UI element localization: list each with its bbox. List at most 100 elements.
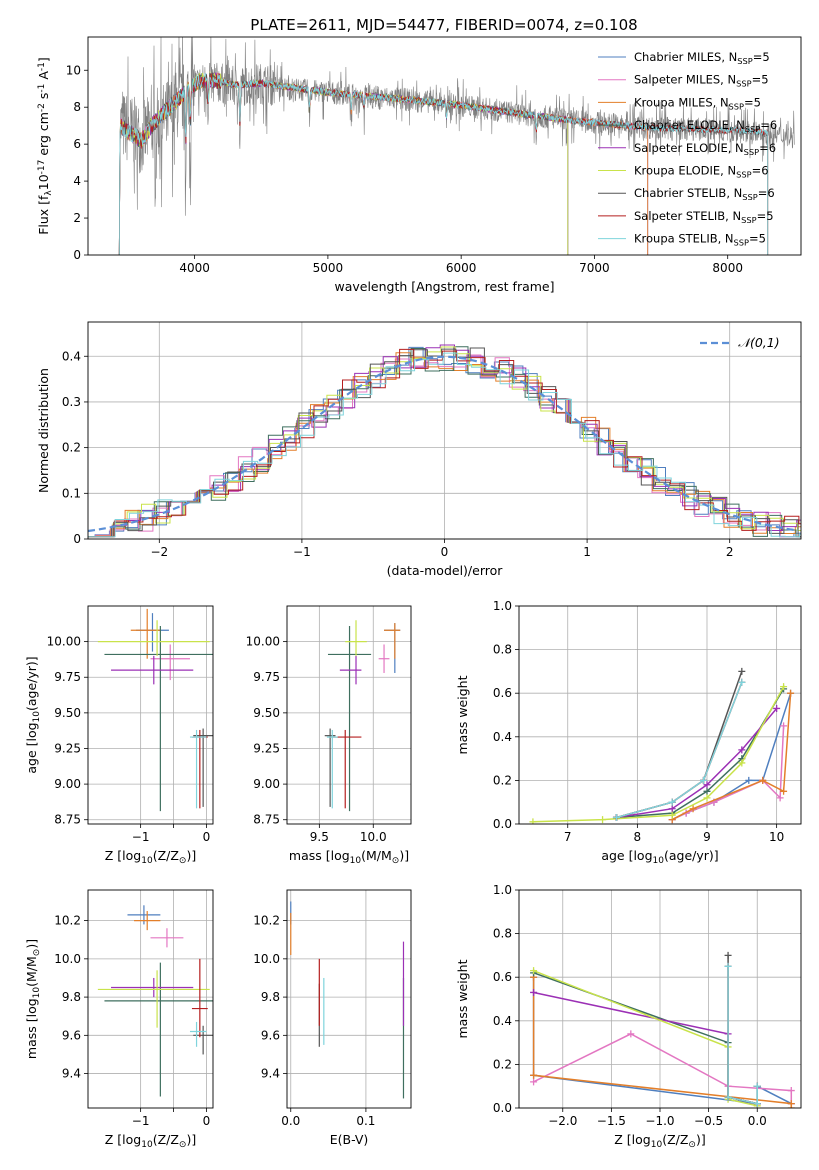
errorbar-point xyxy=(150,644,190,681)
weight-marker xyxy=(780,722,788,730)
label-part: )] xyxy=(399,848,409,863)
y-tick-label: 10.0 xyxy=(54,952,81,966)
weight-marker xyxy=(700,776,708,784)
y-axis-label: mass weight xyxy=(455,675,470,754)
y-tick-label: 9.75 xyxy=(253,670,280,684)
errorbar-point xyxy=(345,620,367,656)
x-tick-label: 8000 xyxy=(712,261,743,275)
plot-area-age-vs-mass xyxy=(324,620,401,812)
label-part: SSP xyxy=(742,192,757,202)
x-axis-label: Z [log10(Z/Z⊙)] xyxy=(105,1132,196,1150)
x-tick-label: 0.0 xyxy=(748,1114,767,1128)
x-tick-label: 9.5 xyxy=(310,830,329,844)
label-part: =5 xyxy=(749,232,766,246)
label-part: (Z/Z xyxy=(153,848,179,863)
x-tick-label: 0.0 xyxy=(281,1114,300,1128)
x-tick-label: 2 xyxy=(726,545,734,559)
errorbar-point xyxy=(104,625,213,812)
x-axis-label: mass [log10(M/M⊙)] xyxy=(289,848,409,866)
label-part: 10 xyxy=(651,1140,663,1150)
label-part: (M/M xyxy=(361,848,392,863)
label-part: 𝒩(0,1) xyxy=(738,335,780,350)
y-tick-label: 0.0 xyxy=(493,817,512,831)
x-tick-label: 8 xyxy=(634,830,642,844)
weight-marker xyxy=(529,818,537,824)
label-part: mass [log xyxy=(289,848,350,863)
y-tick-label: 8 xyxy=(73,100,81,114)
legend-entry: Kroupa STELIB, NSSP=5 xyxy=(634,232,766,248)
x-tick-label: −1 xyxy=(132,830,150,844)
label-part: ⊙ xyxy=(32,949,42,957)
y-tick-label: 0 xyxy=(73,532,81,546)
y-axis-label: Normed distribution xyxy=(36,368,51,493)
y-tick-label: 9.25 xyxy=(253,741,280,755)
errorbar-point xyxy=(189,729,207,809)
y-tick-label: 10 xyxy=(66,63,81,77)
errorbar-point xyxy=(97,620,210,656)
legend-entry: Kroupa ELODIE, NSSP=6 xyxy=(634,164,769,180)
label-part: 10 xyxy=(141,1140,153,1150)
label-part: ⊙ xyxy=(688,1140,696,1150)
label-part: 10 xyxy=(653,856,665,866)
label-part: wavelength [Angstrom, rest frame] xyxy=(334,279,554,294)
label-part: Kroupa ELODIE, N xyxy=(634,164,736,178)
x-tick-label: 0 xyxy=(441,545,449,559)
plot-area-mass-vs-Z xyxy=(97,905,213,1097)
weight-marker xyxy=(530,988,538,996)
y-tick-label: 0.1 xyxy=(62,486,81,500)
label-part: Kroupa STELIB, N xyxy=(634,232,734,246)
label-part: mass [log xyxy=(24,998,39,1059)
label-part: E(B-V) xyxy=(330,1132,369,1147)
label-part: SSP xyxy=(745,124,760,134)
plot-area-residuals xyxy=(88,344,801,538)
plot-area-weight-vs-age xyxy=(529,667,795,824)
errorbar-point xyxy=(130,608,161,659)
y-axis-label: mass weight xyxy=(455,959,470,1038)
x-tick-label: 6000 xyxy=(446,261,477,275)
label-part: Z [log xyxy=(105,848,141,863)
label-part: -17 xyxy=(37,160,47,175)
weight-marker xyxy=(627,1030,635,1038)
label-part: Kroupa MILES, N xyxy=(634,95,729,109)
y-tick-label: 0.6 xyxy=(493,686,512,700)
label-part: (age/yr)] xyxy=(664,848,719,863)
y-tick-label: 0.0 xyxy=(493,1101,512,1115)
label-part: SSP xyxy=(737,56,752,66)
axes-frame xyxy=(518,605,802,825)
y-tick-label: 0.8 xyxy=(493,927,512,941)
errorbar-point xyxy=(127,905,161,925)
axes-frame xyxy=(286,605,412,825)
label-part: Flux [f xyxy=(36,195,51,235)
errorbar-point xyxy=(326,729,338,809)
weight-marker xyxy=(787,689,795,697)
label-part: SSP xyxy=(741,215,756,225)
y-tick-label: 10.00 xyxy=(246,635,280,649)
label-part: SSP xyxy=(736,170,751,180)
axes-residuals: −2 −1 0 1 2 0 0.1 0.2 0.3 0.4 (data-model)/error No… xyxy=(36,321,802,578)
x-tick-label: −1 xyxy=(132,1114,150,1128)
residual-histogram xyxy=(88,346,801,538)
weight-series xyxy=(668,689,795,824)
axes-frame xyxy=(87,605,214,825)
x-axis-label: Z [log10(Z/Z⊙)] xyxy=(105,848,196,866)
label-part: Normed distribution xyxy=(36,368,51,493)
x-tick-label: 0 xyxy=(203,1114,211,1128)
errorbar-point xyxy=(104,962,213,1097)
weight-marker xyxy=(780,683,788,691)
label-part: Salpeter STELIB, N xyxy=(634,209,741,223)
label-part: 10 xyxy=(32,987,42,999)
weight-marker xyxy=(738,746,746,754)
weight-marker xyxy=(753,1082,761,1090)
weight-marker xyxy=(703,794,711,802)
label-part: age [log xyxy=(601,848,652,863)
y-tick-label: 0.2 xyxy=(493,773,512,787)
y-tick-label: 0.4 xyxy=(62,349,81,363)
label-part: =6 xyxy=(758,186,775,200)
label-part: SSP xyxy=(734,238,749,248)
x-tick-label: −1.5 xyxy=(597,1114,626,1128)
y-tick-label: 2 xyxy=(73,211,81,225)
